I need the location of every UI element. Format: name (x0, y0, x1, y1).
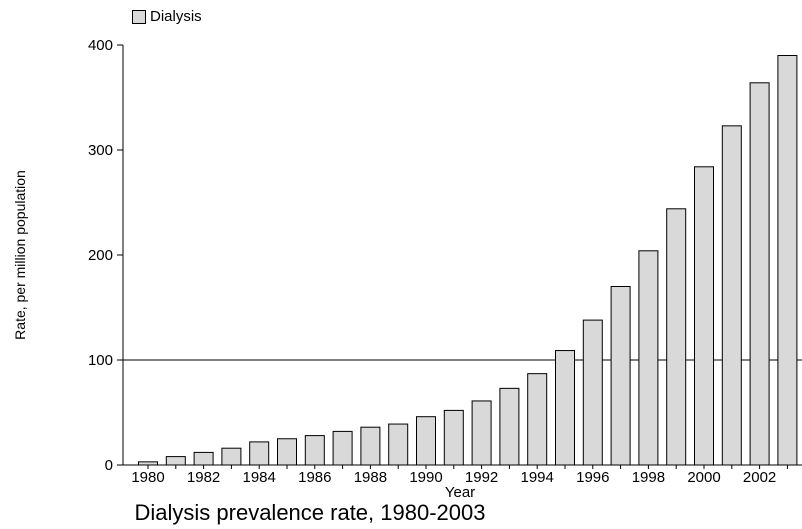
x-tick-label: 1986 (298, 469, 331, 486)
bar (360, 426, 381, 466)
bar (388, 423, 409, 466)
bar (471, 400, 492, 466)
bar (221, 447, 242, 466)
bar (499, 387, 520, 466)
bar (777, 55, 798, 466)
bar (249, 441, 270, 466)
x-axis-label: Year (444, 484, 476, 501)
bar (749, 82, 770, 466)
x-tick-label: 1982 (187, 469, 220, 486)
x-tick-label: 1992 (465, 469, 498, 486)
x-tick-label: 1984 (243, 469, 276, 486)
bar (332, 430, 353, 466)
bar (527, 373, 548, 466)
x-tick-label: 2000 (687, 469, 720, 486)
bar (304, 435, 325, 466)
x-tick-label: 1980 (131, 469, 164, 486)
x-tick-label: 2002 (743, 469, 776, 486)
x-tick-label: 1996 (576, 469, 609, 486)
bar (666, 208, 687, 466)
y-tick-label: 400 (88, 37, 113, 54)
bar (694, 166, 714, 466)
bar (277, 438, 297, 466)
bar (610, 286, 631, 466)
y-tick-label: 300 (88, 142, 113, 159)
bar (443, 409, 464, 466)
y-tick-label: 100 (88, 352, 113, 369)
x-tick-label: 1994 (521, 469, 554, 486)
bar (638, 250, 659, 466)
chart-title: Dialysis prevalence rate, 1980-2003 (134, 500, 486, 525)
y-tick-label: 200 (88, 247, 113, 264)
bar (555, 350, 575, 466)
legend-swatch (132, 9, 146, 24)
legend: Dialysis (132, 8, 202, 25)
bar (165, 456, 186, 466)
x-tick-label: 1990 (409, 469, 442, 486)
bar (721, 125, 742, 466)
x-tick-label: 1998 (632, 469, 665, 486)
x-tick-label: 1988 (354, 469, 387, 486)
y-tick-label: 0 (105, 457, 113, 474)
y-axis-label: Rate, per million population (12, 170, 28, 340)
bar (582, 319, 603, 466)
bar (193, 451, 214, 466)
bar (138, 461, 158, 466)
bar (416, 416, 436, 466)
legend-label: Dialysis (150, 8, 202, 25)
